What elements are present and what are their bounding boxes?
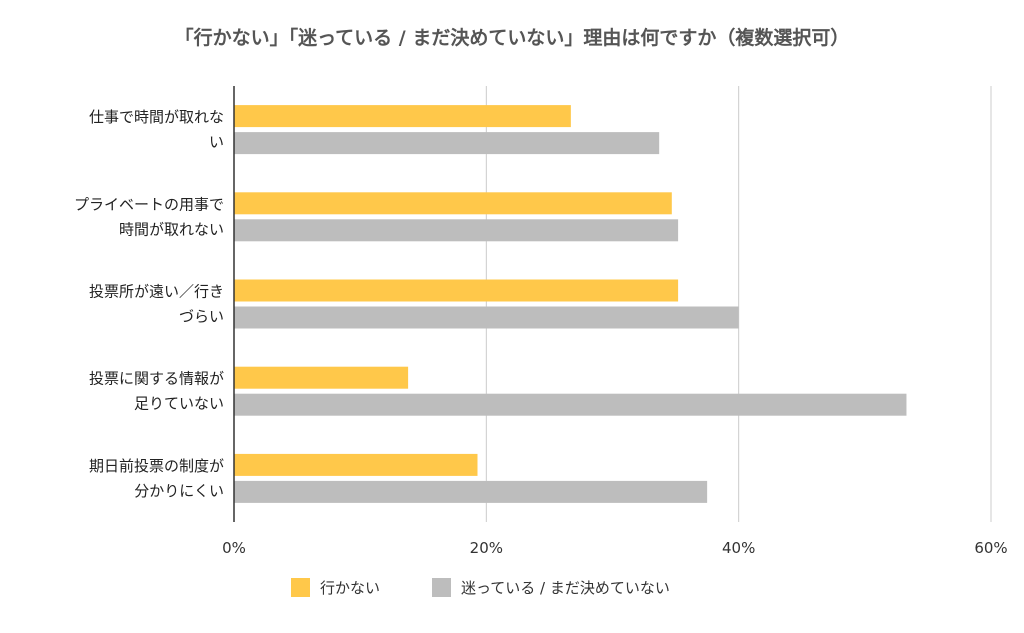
x-tick-label: 20%: [470, 539, 503, 557]
legend-label: 行かない: [320, 579, 380, 597]
legend-swatch: [432, 578, 451, 597]
category-label: プライベートの用事で: [74, 195, 224, 213]
bar-ikanai: [234, 453, 478, 476]
bar-mayotteiru: [234, 219, 679, 242]
axes: 0% 20% 40% 60% 仕事で時間が取れないプライベートの用事で時間が取れない投票…: [74, 86, 1008, 557]
bar-ikanai: [234, 192, 672, 215]
category-label: 分かりにくい: [134, 482, 224, 500]
x-tick-label: 60%: [974, 539, 1007, 557]
legend-swatch: [291, 578, 310, 597]
category-label: い: [209, 133, 224, 151]
bar-mayotteiru: [234, 306, 739, 329]
category-label: 時間が取れない: [119, 220, 224, 238]
category-label: 投票に関する情報が: [89, 370, 224, 388]
bar-mayotteiru: [234, 480, 708, 503]
x-tick-label: 40%: [722, 539, 755, 557]
legend-label: 迷っている / まだ決めていない: [461, 579, 670, 597]
legend: 行かない 迷っている / まだ決めていない: [291, 578, 670, 597]
category-label: 投票所が遠い／行き: [89, 283, 224, 301]
bar-ikanai: [234, 105, 571, 128]
bar-mayotteiru: [234, 132, 660, 155]
category-label: 足りていない: [134, 395, 224, 413]
gridlines: [485, 86, 992, 522]
bars: [234, 105, 907, 503]
bar-ikanai: [234, 279, 679, 302]
category-label: 仕事で時間が取れな: [89, 108, 224, 126]
category-label: づらい: [179, 308, 224, 326]
category-label: 期日前投票の制度が: [89, 457, 224, 475]
bar-mayotteiru: [234, 393, 907, 416]
chart-title: 「行かない」「迷っている / まだ決めていない」理由は何ですか（複数選択可）: [175, 26, 850, 49]
x-tick-label: 0%: [222, 539, 246, 557]
bar-ikanai: [234, 366, 409, 389]
